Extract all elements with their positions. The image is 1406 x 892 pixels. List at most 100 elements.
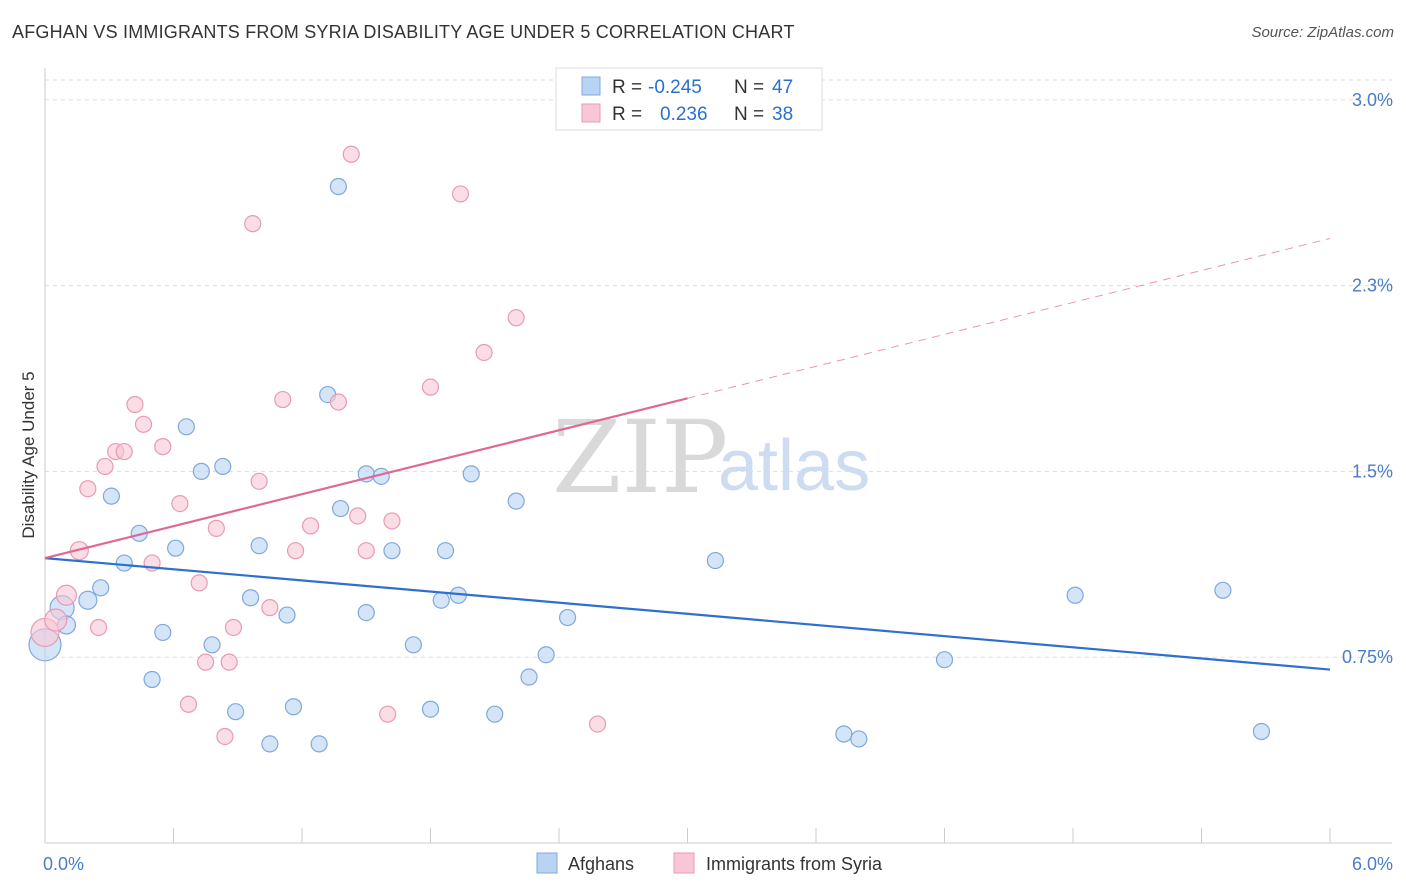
y-tick-label-2: 2.3% — [1352, 276, 1393, 296]
point-0-24 — [331, 499, 350, 518]
legend-label-afghans: Afghans — [568, 854, 634, 874]
point-1-37 — [588, 715, 607, 733]
point-0-28 — [383, 542, 401, 560]
point-0-3 — [78, 590, 98, 610]
point-0-40 — [706, 551, 724, 570]
point-1-14 — [179, 695, 198, 713]
point-1-30 — [357, 542, 375, 560]
point-1-8 — [115, 442, 133, 461]
x-tick-label-0: 0.0% — [43, 854, 84, 874]
point-1-23 — [261, 599, 279, 617]
stats-n-label-syria: N = — [734, 104, 764, 125]
stats-r-label-afghans: R = — [612, 77, 642, 98]
point-0-41 — [835, 725, 853, 743]
point-0-31 — [432, 591, 450, 609]
point-0-9 — [154, 623, 172, 642]
trend-line-extension-1 — [687, 238, 1331, 399]
point-1-17 — [207, 519, 225, 537]
point-0-19 — [278, 606, 296, 624]
point-0-14 — [214, 457, 232, 476]
point-1-31 — [379, 705, 397, 723]
point-0-17 — [250, 537, 268, 555]
point-0-37 — [520, 668, 538, 686]
y-tick-label-1: 1.5% — [1352, 461, 1393, 481]
y-axis-label: Disability Age Under 5 — [19, 371, 38, 538]
point-0-35 — [486, 705, 504, 723]
point-1-32 — [383, 512, 401, 530]
point-1-10 — [134, 415, 153, 433]
stats-box: R = -0.245 N = 47 R = 0.236 N = 38 — [555, 67, 823, 131]
point-0-38 — [537, 646, 555, 664]
point-1-9 — [126, 395, 144, 414]
point-1-19 — [220, 653, 238, 671]
point-0-23 — [329, 177, 348, 196]
point-1-22 — [250, 472, 268, 490]
point-0-26 — [357, 603, 375, 622]
trend-lines — [44, 238, 1331, 671]
point-1-1 — [44, 608, 68, 632]
stats-r-label-syria: R = — [612, 104, 642, 125]
point-0-4 — [92, 579, 110, 597]
stats-n-value-syria: 38 — [772, 104, 793, 125]
stats-swatch-syria — [581, 103, 601, 123]
point-0-44 — [1066, 586, 1084, 604]
point-0-34 — [462, 465, 480, 483]
point-1-28 — [342, 145, 360, 163]
point-0-6 — [115, 554, 133, 572]
point-1-18 — [216, 727, 234, 746]
watermark-zip: ZIP — [552, 399, 728, 516]
point-1-15 — [190, 574, 208, 592]
trend-line-0 — [44, 557, 1331, 671]
legend: Afghans Immigrants from Syria — [536, 852, 883, 874]
point-1-27 — [329, 393, 348, 411]
point-1-33 — [421, 378, 440, 396]
grid-lines — [45, 79, 1392, 658]
point-1-4 — [79, 480, 97, 498]
point-0-39 — [558, 608, 577, 627]
point-1-2 — [55, 584, 78, 606]
point-1-36 — [507, 309, 525, 327]
point-0-46 — [1252, 722, 1271, 741]
point-0-42 — [850, 730, 868, 748]
stats-r-value-syria: 0.236 — [660, 104, 708, 125]
data-points — [28, 145, 1271, 753]
point-1-12 — [154, 438, 172, 456]
legend-swatch-afghans — [536, 852, 558, 874]
point-0-13 — [203, 636, 221, 654]
point-0-16 — [242, 589, 260, 607]
point-1-16 — [197, 653, 215, 671]
series-1 — [30, 145, 607, 746]
point-0-12 — [192, 462, 210, 480]
point-0-45 — [1214, 581, 1232, 599]
tick-labels: 0.75% 1.5% 2.3% 3.0% 0.0% 6.0% — [43, 90, 1393, 874]
point-0-36 — [507, 492, 525, 510]
point-1-5 — [89, 618, 108, 637]
stats-n-label-afghans: N = — [734, 77, 764, 98]
trend-line-1 — [44, 397, 688, 560]
point-0-20 — [284, 698, 303, 716]
point-1-13 — [171, 494, 189, 513]
legend-label-syria: Immigrants from Syria — [706, 854, 883, 874]
point-0-11 — [177, 418, 195, 436]
watermark: ZIP atlas — [552, 399, 870, 516]
stats-n-value-afghans: 47 — [772, 77, 793, 98]
watermark-atlas: atlas — [718, 426, 870, 506]
point-1-21 — [244, 215, 262, 233]
point-0-21 — [310, 735, 328, 753]
y-tick-label-3: 3.0% — [1352, 90, 1393, 110]
point-0-10 — [167, 539, 185, 557]
point-1-24 — [274, 390, 292, 409]
x-tick-label-1: 6.0% — [1352, 854, 1393, 874]
point-0-30 — [421, 700, 440, 718]
point-0-29 — [404, 636, 422, 654]
point-1-6 — [96, 457, 114, 476]
point-0-5 — [102, 487, 120, 505]
point-1-26 — [301, 517, 320, 535]
point-0-15 — [227, 703, 245, 721]
axes — [44, 68, 1392, 844]
point-1-34 — [451, 185, 470, 203]
point-1-25 — [286, 542, 305, 560]
y-tick-label-0: 0.75% — [1342, 647, 1393, 667]
point-0-18 — [261, 735, 279, 753]
